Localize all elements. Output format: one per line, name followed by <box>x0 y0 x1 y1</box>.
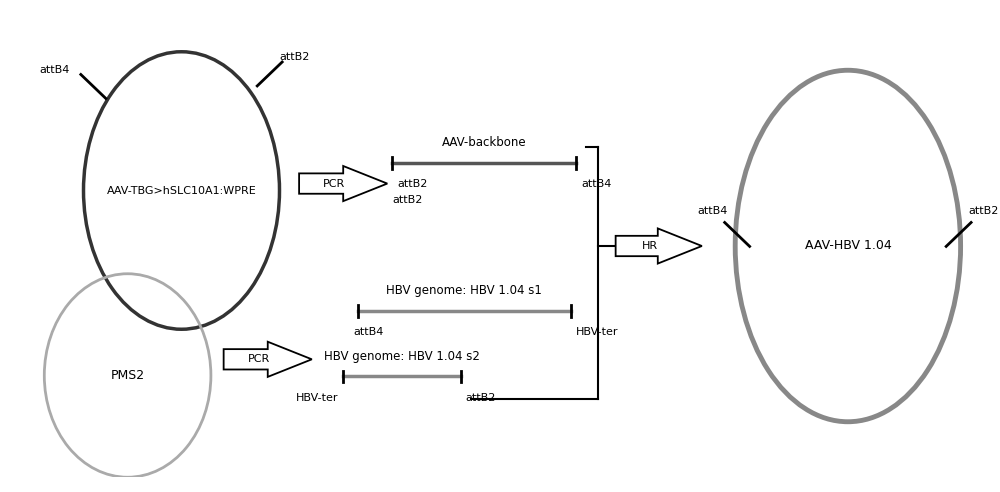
Text: attB4: attB4 <box>39 65 69 75</box>
Text: attB2: attB2 <box>397 179 427 189</box>
Text: AAV-backbone: AAV-backbone <box>442 136 527 149</box>
Text: PCR: PCR <box>323 179 346 188</box>
Text: PCR: PCR <box>248 354 270 364</box>
Text: attB2: attB2 <box>466 393 496 402</box>
Polygon shape <box>224 342 312 377</box>
Text: HBV-ter: HBV-ter <box>575 327 618 337</box>
Text: HBV genome: HBV 1.04 s1: HBV genome: HBV 1.04 s1 <box>386 284 542 297</box>
Text: attB4: attB4 <box>353 327 383 337</box>
Text: HBV genome: HBV 1.04 s2: HBV genome: HBV 1.04 s2 <box>324 349 480 363</box>
Polygon shape <box>616 228 702 264</box>
Text: HBV-ter: HBV-ter <box>296 393 338 402</box>
Text: attB4: attB4 <box>697 206 727 216</box>
Text: PMS2: PMS2 <box>111 369 145 382</box>
Text: AAV-TBG>hSLC10A1:WPRE: AAV-TBG>hSLC10A1:WPRE <box>107 185 256 195</box>
Text: attB4: attB4 <box>581 179 612 189</box>
Text: attB2: attB2 <box>280 52 310 62</box>
Text: attB2: attB2 <box>392 195 423 205</box>
Text: HR: HR <box>642 241 658 251</box>
Text: AAV-HBV 1.04: AAV-HBV 1.04 <box>805 240 891 252</box>
Text: attB2: attB2 <box>968 206 999 216</box>
Polygon shape <box>299 166 387 201</box>
